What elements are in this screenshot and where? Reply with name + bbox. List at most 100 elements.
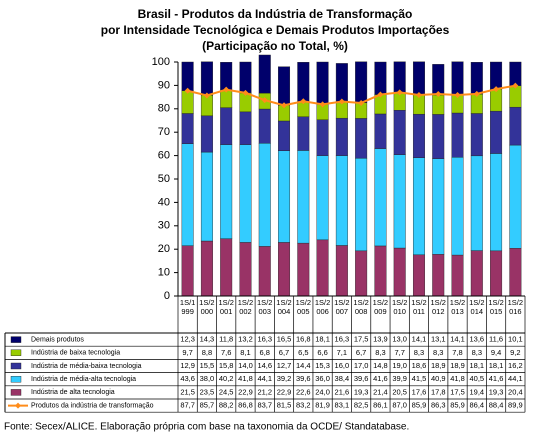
line-marker — [415, 91, 422, 98]
table-value: 19,0 — [392, 361, 407, 370]
table-value: 41,5 — [412, 374, 427, 383]
table-value: 22,6 — [296, 387, 311, 396]
table-value: 88,4 — [489, 401, 504, 410]
x-tick-label: 1S/2002 — [237, 298, 254, 316]
x-tick-label: 1S/2007 — [334, 298, 350, 316]
bar-segment — [374, 245, 387, 297]
bar-segment — [509, 61, 522, 86]
x-tick-label: 1S/2006 — [314, 298, 331, 316]
table-value: 14,0 — [238, 361, 253, 370]
table-value: 8,3 — [472, 348, 482, 357]
bar-segment — [355, 157, 368, 252]
table-value: 81,9 — [315, 401, 330, 410]
source-note: Fonte: Secex/ALICE. Elaboração própria c… — [4, 422, 409, 433]
bar-segment — [393, 110, 406, 155]
line-marker — [261, 97, 268, 104]
bar-segment — [297, 242, 310, 297]
line-marker — [473, 90, 480, 97]
bar-segment — [181, 90, 194, 114]
bar-segment — [278, 242, 291, 297]
table-value: 7,1 — [337, 348, 347, 357]
table-value: 19,3 — [354, 387, 369, 396]
bar-segment — [200, 115, 213, 153]
bar-segment — [451, 254, 464, 297]
table-value: 87,0 — [392, 401, 407, 410]
table-value: 24,5 — [219, 387, 234, 396]
bar-segment — [220, 62, 233, 91]
legend-key — [10, 349, 22, 356]
y-tick-label: 40 — [158, 196, 170, 208]
bar-segment — [374, 61, 387, 95]
table-value: 12,9 — [180, 361, 195, 370]
bar-segment — [239, 144, 252, 243]
bar-segment — [220, 238, 233, 297]
bar-segment — [490, 153, 503, 252]
line-series — [187, 84, 516, 107]
bar-segment — [181, 245, 194, 297]
y-tick-label: 50 — [158, 173, 170, 185]
table-value: 13,1 — [431, 335, 446, 344]
bar-segment — [355, 250, 368, 297]
x-tick-label: 1S/2009 — [372, 298, 389, 316]
bar-segment — [258, 142, 271, 247]
table-value: 83,7 — [257, 401, 272, 410]
x-tick-label: 1S/2013 — [449, 298, 466, 316]
table-value: 16,8 — [296, 335, 311, 344]
table-value: 86,3 — [431, 401, 446, 410]
table-value: 44,1 — [508, 374, 523, 383]
table-value: 13,0 — [392, 335, 407, 344]
table-value: 6,6 — [317, 348, 327, 357]
bar-segment — [412, 113, 425, 158]
table-value: 83,2 — [296, 401, 311, 410]
bar-segment — [432, 114, 445, 159]
table-value: 21,4 — [373, 387, 388, 396]
table-value: 7,7 — [394, 348, 404, 357]
bar-segment — [412, 157, 425, 256]
legend-key — [10, 336, 22, 343]
table-value: 16,3 — [257, 335, 272, 344]
bar-segment — [355, 61, 368, 103]
bar-segment — [470, 93, 483, 114]
table-value: 20,4 — [508, 387, 523, 396]
table-value: 19,3 — [489, 387, 504, 396]
line-marker — [493, 86, 500, 93]
table-value: 85,9 — [450, 401, 465, 410]
bar-segment — [181, 113, 194, 144]
bar-segment — [432, 64, 445, 96]
table-value: 22,9 — [277, 387, 292, 396]
table-value: 23,5 — [200, 387, 215, 396]
table-value: 11,8 — [219, 335, 233, 344]
bar-segment — [509, 144, 522, 249]
table-value: 17,6 — [412, 387, 427, 396]
line-marker — [300, 98, 307, 105]
table-value: 6,5 — [298, 348, 308, 357]
bar-segment — [432, 158, 445, 255]
bar-segment — [393, 247, 406, 297]
table-value: 38,0 — [200, 374, 215, 383]
table-value: 39,6 — [354, 374, 369, 383]
bar-segment — [470, 113, 483, 157]
table-value: 11,6 — [489, 335, 503, 344]
table-value: 39,2 — [277, 374, 292, 383]
table-value: 15,8 — [219, 361, 234, 370]
line-marker — [242, 89, 249, 96]
legend-label: Indústria de alta tecnologia — [31, 389, 115, 396]
table-value: 16,5 — [277, 335, 292, 344]
bar-segment — [490, 61, 503, 90]
bar-segment — [412, 61, 425, 95]
table-value: 89,9 — [508, 401, 523, 410]
table-value: 40,5 — [470, 374, 485, 383]
table-value: 40,2 — [219, 374, 234, 383]
bar-segment — [393, 61, 406, 93]
table-value: 20,5 — [392, 387, 407, 396]
bar-segment — [490, 110, 503, 154]
bar-segment — [509, 248, 522, 297]
line-marker — [223, 86, 230, 93]
bar-segment — [451, 157, 464, 256]
x-tick-label: 1S/2008 — [353, 298, 369, 316]
legend-key — [15, 402, 21, 409]
bar-segment — [335, 117, 348, 156]
table-value: 22,9 — [238, 387, 253, 396]
table-value: 41,8 — [450, 374, 465, 383]
table-value: 19,4 — [470, 387, 485, 396]
